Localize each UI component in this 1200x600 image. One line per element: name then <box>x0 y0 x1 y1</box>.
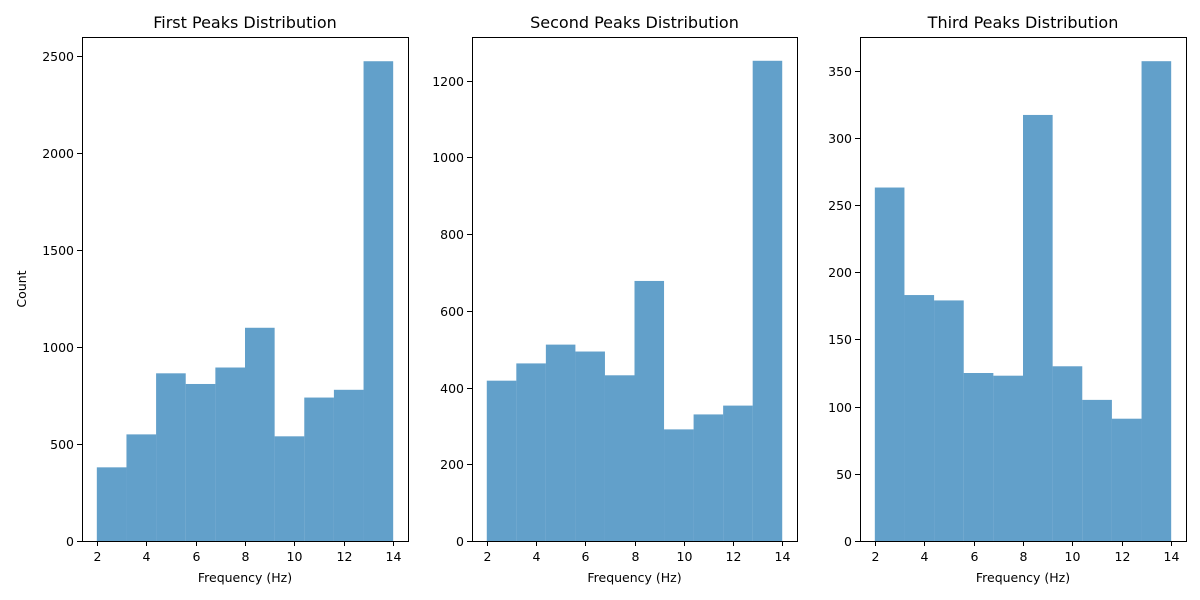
bar-group <box>486 60 783 541</box>
chart-title: Second Peaks Distribution <box>530 13 739 32</box>
y-tick-label: 800 <box>440 227 464 242</box>
histogram-bar <box>215 367 245 541</box>
x-tick-label: 6 <box>582 549 590 564</box>
y-tick-label: 2000 <box>42 146 74 161</box>
x-axis-label: Frequency (Hz) <box>976 570 1070 585</box>
bar-group <box>874 61 1172 542</box>
histogram-bar <box>333 389 364 541</box>
x-axis-ticks: 2 4 6 8 10 12 14 <box>484 541 791 564</box>
histogram-bar <box>874 187 905 541</box>
x-tick-label: 14 <box>775 549 791 564</box>
histogram-bar <box>304 397 334 541</box>
histogram-bar <box>693 414 724 541</box>
x-tick-label: 8 <box>632 549 640 564</box>
x-tick-label: 2 <box>94 549 102 564</box>
histogram-bar <box>575 351 605 541</box>
histogram-bar <box>963 373 994 541</box>
first-peaks-panel: First Peaks Distribution Frequency (Hz) … <box>14 13 409 585</box>
x-axis-label: Frequency (Hz) <box>587 570 681 585</box>
x-tick-label: 6 <box>193 549 201 564</box>
histogram-bar <box>752 60 783 541</box>
y-tick-label: 1500 <box>42 243 74 258</box>
y-tick-label: 200 <box>440 457 464 472</box>
y-tick-label: 300 <box>828 131 852 146</box>
x-tick-label: 4 <box>533 549 541 564</box>
histogram-bar <box>516 363 546 541</box>
y-tick-label: 500 <box>50 437 74 452</box>
histogram-bar <box>245 327 275 541</box>
y-tick-label: 0 <box>66 534 74 549</box>
y-tick-label: 0 <box>456 534 464 549</box>
x-tick-label: 4 <box>921 549 929 564</box>
x-tick-label: 6 <box>971 549 979 564</box>
second-peaks-panel: Second Peaks Distribution Frequency (Hz)… <box>432 13 798 585</box>
histogram-bar <box>1082 399 1112 541</box>
y-axis-label: Count <box>14 270 29 307</box>
y-tick-label: 2500 <box>42 49 74 64</box>
plot-frame <box>82 37 409 542</box>
y-tick-label: 150 <box>828 332 852 347</box>
x-tick-label: 4 <box>143 549 151 564</box>
histogram-bar <box>1052 366 1083 541</box>
plot-frame <box>472 37 798 542</box>
histogram-bar <box>664 429 694 541</box>
y-tick-label: 0 <box>844 534 852 549</box>
bar-group <box>96 61 394 541</box>
x-tick-label: 2 <box>484 549 492 564</box>
x-tick-label: 10 <box>677 549 693 564</box>
y-tick-label: 400 <box>440 381 464 396</box>
third-peaks-panel: Third Peaks Distribution Frequency (Hz) … <box>828 13 1187 585</box>
histogram-bar <box>545 344 576 541</box>
y-tick-label: 350 <box>828 64 852 79</box>
y-tick-label: 1000 <box>432 150 464 165</box>
histogram-bar <box>486 380 517 541</box>
y-axis-ticks: 0 50 100 150 200 250 300 350 <box>828 64 860 549</box>
y-tick-label: 250 <box>828 198 852 213</box>
histogram-bar <box>604 375 635 541</box>
y-tick-label: 1200 <box>432 74 464 89</box>
histogram-bar <box>1141 61 1172 541</box>
histogram-bar <box>1111 418 1142 541</box>
histogram-bar <box>156 373 186 541</box>
x-axis-ticks: 2 4 6 8 10 12 14 <box>94 541 402 564</box>
x-axis-ticks: 2 4 6 8 10 12 14 <box>872 541 1180 564</box>
x-tick-label: 2 <box>872 549 880 564</box>
y-tick-label: 600 <box>440 304 464 319</box>
y-tick-label: 100 <box>828 400 852 415</box>
x-tick-label: 12 <box>726 549 742 564</box>
x-tick-label: 8 <box>1020 549 1028 564</box>
x-axis-label: Frequency (Hz) <box>198 570 292 585</box>
histogram-bar <box>363 61 394 541</box>
x-tick-label: 14 <box>386 549 402 564</box>
y-tick-label: 200 <box>828 265 852 280</box>
histogram-bar <box>723 405 753 541</box>
histogram-bar <box>185 383 216 541</box>
y-tick-label: 50 <box>836 467 852 482</box>
histogram-bar <box>993 375 1023 541</box>
y-axis-ticks: 0 200 400 600 800 1000 1200 <box>432 74 472 549</box>
histogram-bar <box>126 434 157 541</box>
histogram-bar <box>934 300 964 541</box>
histogram-bar <box>904 295 935 541</box>
x-tick-label: 10 <box>1065 549 1081 564</box>
x-tick-label: 12 <box>1115 549 1131 564</box>
histogram-bar <box>1023 114 1053 542</box>
y-axis-ticks: 0 500 1000 1500 2000 2500 <box>42 49 82 549</box>
x-tick-label: 14 <box>1164 549 1180 564</box>
chart-title: Third Peaks Distribution <box>927 13 1119 32</box>
y-tick-label: 1000 <box>42 340 74 355</box>
x-tick-label: 10 <box>287 549 303 564</box>
histogram-bar <box>96 467 127 541</box>
histogram-bar <box>274 436 305 541</box>
plot-frame <box>860 37 1187 542</box>
histogram-bar <box>634 280 665 541</box>
chart-title: First Peaks Distribution <box>153 13 337 32</box>
x-tick-label: 12 <box>337 549 353 564</box>
x-tick-label: 8 <box>242 549 250 564</box>
